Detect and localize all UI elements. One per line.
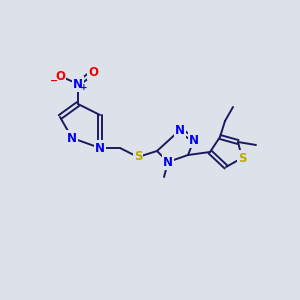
Text: O: O: [55, 70, 65, 83]
Text: +: +: [80, 83, 88, 92]
Text: N: N: [95, 142, 105, 154]
Text: N: N: [67, 131, 77, 145]
Text: S: S: [134, 151, 142, 164]
Text: S: S: [238, 152, 246, 164]
Text: N: N: [73, 77, 83, 91]
Text: N: N: [163, 155, 173, 169]
Text: −: −: [50, 76, 58, 86]
Text: N: N: [189, 134, 199, 146]
Text: N: N: [175, 124, 185, 136]
Text: O: O: [88, 65, 98, 79]
